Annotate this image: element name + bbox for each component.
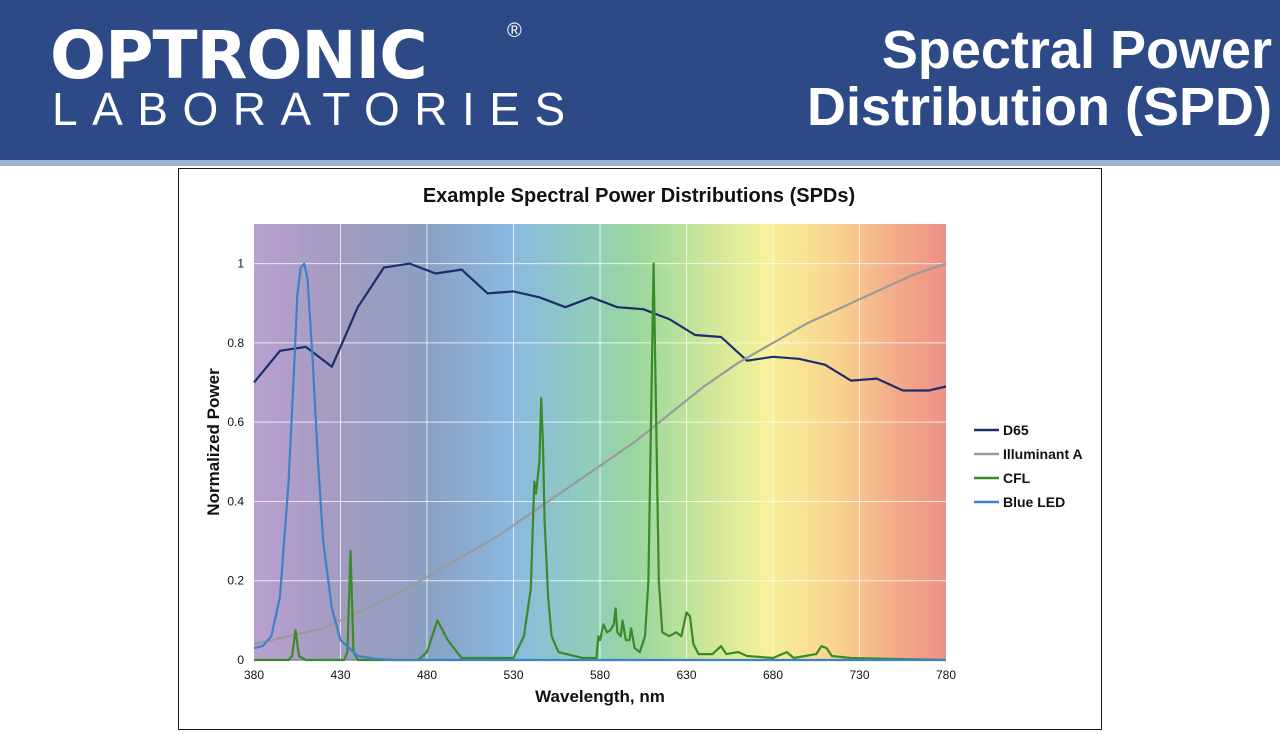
tick-labels: 380 430 480 530 580 630 680 730 780 0 0.2 0.4 0.6 0.8… — [227, 257, 956, 682]
spd-chart: Example Spectral Power Distributions (SP… — [204, 185, 1083, 706]
logo-wordmark: OPTRONIC — [50, 17, 428, 94]
x-tick-label: 680 — [763, 668, 783, 682]
series-line-d65 — [253, 262, 947, 392]
series-lines — [253, 262, 947, 662]
y-tick-label: 0.6 — [227, 415, 244, 429]
slide-title-line2: Distribution (SPD) — [807, 77, 1272, 137]
series-line-blue-led — [253, 262, 946, 662]
x-tick-label: 380 — [244, 668, 264, 682]
legend-label-cfl: CFL — [1003, 470, 1031, 486]
x-tick-label: 480 — [417, 668, 437, 682]
x-tick-label: 730 — [849, 668, 869, 682]
chart-title: Example Spectral Power Distributions (SP… — [423, 185, 855, 207]
y-tick-label: 0.8 — [227, 336, 244, 350]
registered-mark: ® — [507, 20, 522, 42]
slide-title: Spectral Power Distribution (SPD) — [652, 22, 1272, 136]
y-axis-label: Normalized Power — [204, 368, 223, 516]
header-banner — [0, 0, 1280, 160]
y-tick-label: 0.4 — [227, 494, 244, 508]
series-line-cfl — [254, 262, 947, 662]
slide-title-line1: Spectral Power — [881, 20, 1272, 80]
y-tick-label: 0.2 — [227, 574, 244, 588]
legend-label-d65: D65 — [1003, 422, 1029, 438]
x-tick-label: 630 — [676, 668, 696, 682]
y-tick-label: 1 — [237, 257, 244, 271]
x-tick-label: 580 — [590, 668, 610, 682]
series-line-illuminant-a — [253, 262, 947, 646]
chart-frame: Example Spectral Power Distributions (SP… — [178, 168, 1102, 730]
legend: D65 Illuminant A CFL Blue LED — [974, 422, 1083, 510]
y-tick-label: 0 — [237, 653, 244, 667]
legend-label-illuminant-a: Illuminant A — [1003, 446, 1083, 462]
x-tick-label: 780 — [936, 668, 956, 682]
x-tick-label: 430 — [330, 668, 350, 682]
header-divider — [0, 160, 1280, 166]
x-tick-label: 530 — [503, 668, 523, 682]
legend-label-blue-led: Blue LED — [1003, 494, 1065, 510]
logo-subtitle: LABORATORIES — [52, 83, 580, 135]
x-axis-label: Wavelength, nm — [535, 687, 665, 706]
